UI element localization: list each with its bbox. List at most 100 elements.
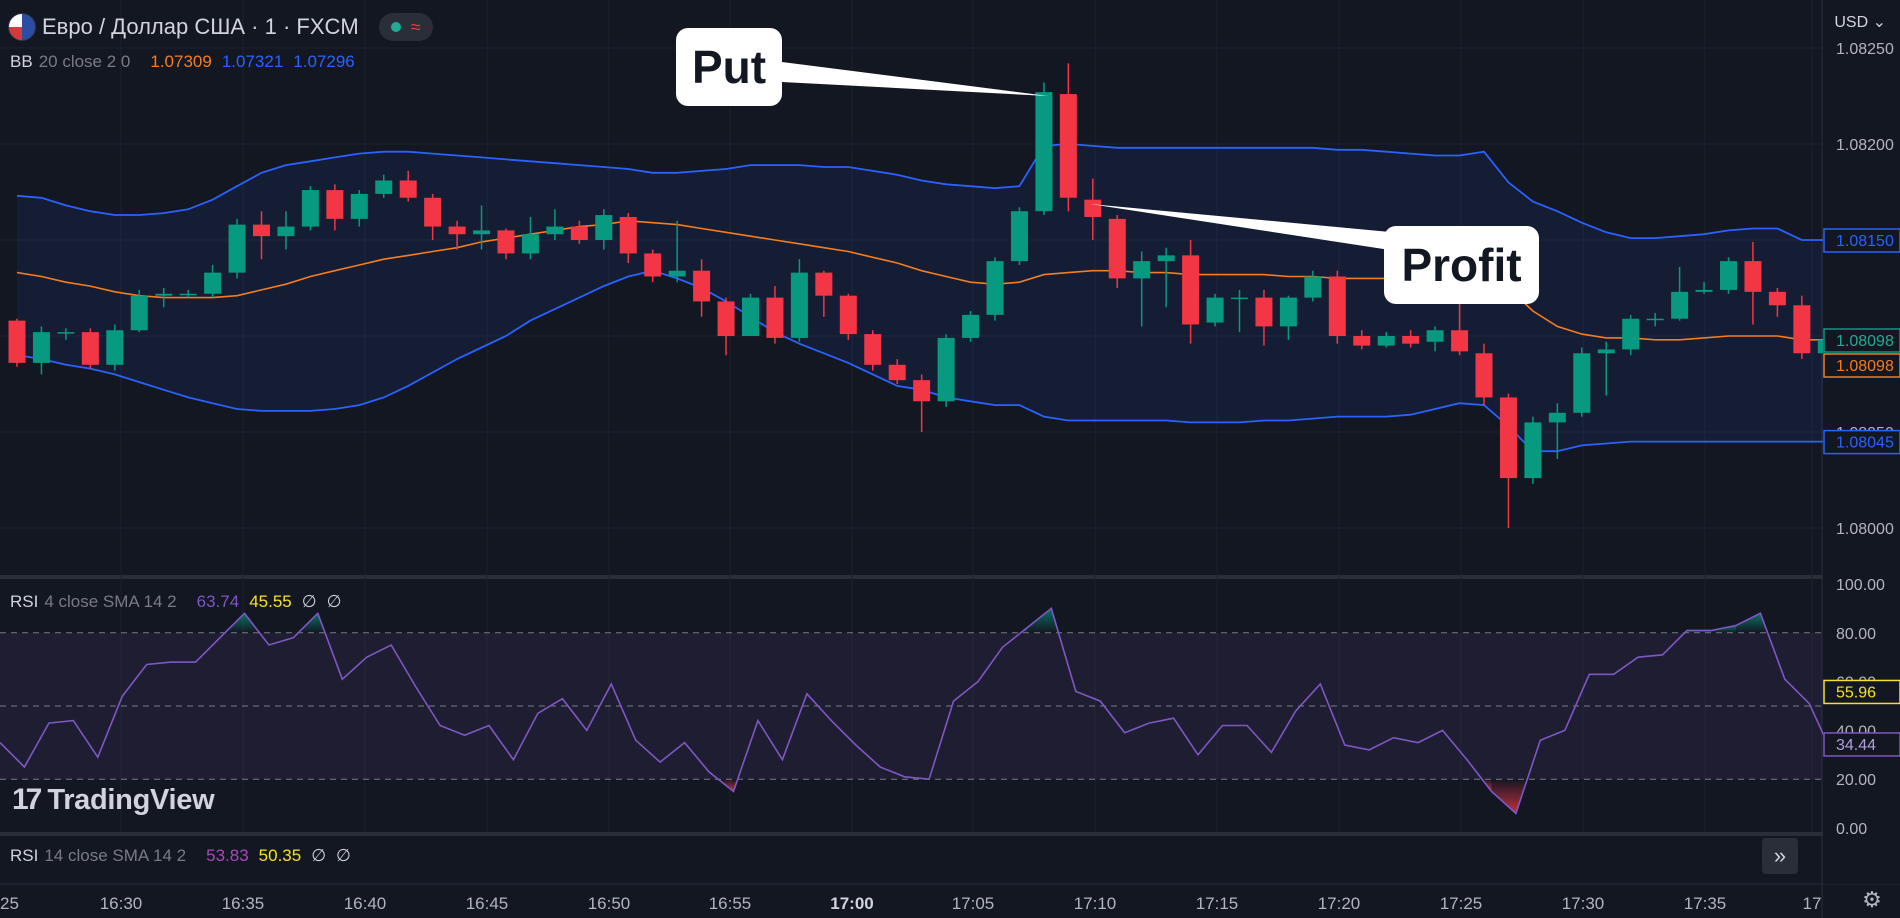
tradingview-logo-text: TradingView <box>47 783 215 816</box>
candle-body <box>790 272 808 338</box>
candle-body <box>986 261 1004 315</box>
candle <box>717 297 735 356</box>
time-tick-label: 16:40 <box>344 894 387 913</box>
rsi4-value-4: ∅ <box>326 592 342 611</box>
candle <box>1255 289 1273 346</box>
candle-body <box>1084 199 1102 217</box>
candle <box>913 374 931 432</box>
price-axis[interactable]: 1.082501.082001.081501.081001.080501.080… <box>1823 0 1900 884</box>
candle <box>277 211 295 250</box>
time-tick-label: 16:35 <box>222 894 265 913</box>
candle-body <box>913 380 931 402</box>
candle <box>644 249 662 283</box>
candle-body <box>301 190 319 227</box>
rsi-tick-label: 0.00 <box>1836 821 1867 838</box>
currency-selector[interactable]: USD ⌄ <box>1834 12 1886 32</box>
candle-body <box>1133 261 1151 279</box>
rsi-tick-label: 100.00 <box>1836 577 1885 594</box>
candle-body <box>1108 218 1126 279</box>
rsi14-value: 53.83 <box>206 846 249 865</box>
overbought-fill <box>1026 608 1052 633</box>
time-tick-label: 17 <box>1803 894 1822 913</box>
bb-params: 20 close 2 0 <box>38 52 131 71</box>
candle <box>1206 293 1224 327</box>
candle-body <box>693 270 711 302</box>
candle <box>1304 270 1322 302</box>
symbol-title[interactable]: Евро / Доллар США · 1 · FXCM <box>42 14 359 39</box>
candle-body <box>1279 297 1297 327</box>
candle-body <box>179 293 197 296</box>
candle <box>497 228 515 260</box>
chart-settings-button[interactable]: ⚙ <box>1860 887 1884 912</box>
candle-body <box>277 226 295 237</box>
candle-body <box>57 332 75 334</box>
symbol-header[interactable]: Евро / Доллар США · 1 · FXCM ≈ <box>8 12 433 42</box>
candle-body <box>595 215 613 240</box>
candle <box>1133 251 1151 327</box>
candle <box>473 205 491 250</box>
candle-body <box>1671 291 1689 319</box>
time-tick-label: 16:30 <box>100 894 143 913</box>
time-tick-label: 17:25 <box>1440 894 1483 913</box>
rsi14-value-3: ∅ <box>311 846 327 865</box>
pane-divider <box>0 832 1900 836</box>
candle <box>326 184 344 231</box>
price-tick-label: 1.08250 <box>1836 41 1894 58</box>
tradingview-logo[interactable]: 17 TradingView <box>12 783 215 817</box>
candle <box>1720 257 1737 294</box>
price-badge <box>1823 353 1900 378</box>
candle-body <box>32 332 50 363</box>
candle <box>8 318 26 367</box>
rsi-tick-label: 80.00 <box>1836 626 1876 643</box>
candle <box>1059 63 1077 212</box>
candle <box>57 328 75 340</box>
candle <box>521 216 539 260</box>
rsi14-params: 14 close SMA 14 2 <box>44 846 187 865</box>
candle <box>350 190 368 227</box>
rsi4-value: 63.74 <box>196 592 240 611</box>
candle <box>204 264 222 298</box>
candle <box>424 193 442 240</box>
candle <box>1573 347 1591 417</box>
candle <box>375 174 393 198</box>
bb-basis-value: 1.07309 <box>150 52 212 71</box>
rsi-pane <box>0 607 1859 815</box>
market-status[interactable]: ≈ <box>378 13 433 41</box>
rsi14-legend[interactable]: RSI 14 close SMA 14 2 53.83 50.35 ∅ ∅ <box>10 846 351 866</box>
expand-panel-button[interactable]: » <box>1762 838 1798 874</box>
rsi-band <box>0 632 1822 780</box>
wave-icon: ≈ <box>410 16 421 37</box>
candle-body <box>937 337 955 402</box>
time-tick-label: 25 <box>0 894 19 913</box>
candle <box>130 289 148 333</box>
candle-body <box>644 253 662 277</box>
time-axis[interactable]: 25 16:30 16:35 16:40 16:45 16:50 16:55 17:00 17:… <box>0 894 1821 913</box>
candle-body <box>1695 289 1713 292</box>
oversold-fill <box>1491 779 1516 814</box>
candle-body <box>1157 255 1175 262</box>
candle <box>937 334 955 408</box>
rsi4-legend[interactable]: RSI 4 close SMA 14 2 63.74 45.55 ∅ ∅ <box>10 592 341 612</box>
candle <box>155 288 173 308</box>
time-tick-label: 17:00 <box>830 894 873 913</box>
candle <box>1157 247 1175 308</box>
rsi-tick-label: 20.00 <box>1836 772 1876 789</box>
candle <box>1671 266 1689 321</box>
candle <box>742 293 759 336</box>
bb-legend[interactable]: BB 20 close 2 0 1.07309 1.07321 1.07296 <box>10 52 355 72</box>
candle-body <box>1206 297 1224 323</box>
time-tick-label: 17:30 <box>1562 894 1605 913</box>
rsi4-name: RSI <box>10 592 39 611</box>
candle <box>986 257 1004 321</box>
bb-upper-line <box>16 143 1827 241</box>
candle <box>1035 82 1053 216</box>
candle <box>1010 207 1028 265</box>
double-chevron-right-icon: » <box>1773 843 1787 868</box>
price-badge-label: 1.08045 <box>1836 435 1894 452</box>
candle-body <box>1793 305 1811 354</box>
candle-body <box>546 226 564 235</box>
eurusd-flag-icon <box>8 13 36 41</box>
candle-body <box>570 226 588 240</box>
